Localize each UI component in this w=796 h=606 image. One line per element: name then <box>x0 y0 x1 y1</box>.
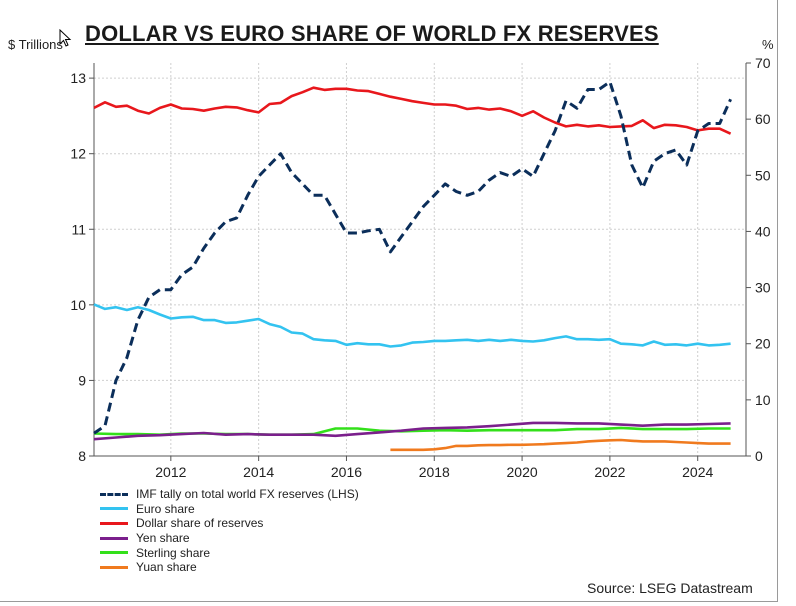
x-tick-label: 2020 <box>507 464 538 480</box>
left-tick-label: 9 <box>78 372 86 388</box>
legend-label-sterling: Sterling share <box>136 545 211 560</box>
legend-item-euro: Euro share <box>100 502 359 517</box>
legend-item-yuan: Yuan share <box>100 560 359 575</box>
left-tick-label: 8 <box>78 448 86 464</box>
x-tick-label: 2016 <box>331 464 362 480</box>
legend-item-yen: Yen share <box>100 531 359 546</box>
legend-label-dollar: Dollar share of reserves <box>136 516 264 531</box>
right-tick-label: 50 <box>755 167 771 183</box>
x-tick-label: 2024 <box>682 464 713 480</box>
chart-legend: IMF tally on total world FX reserves (LH… <box>100 487 359 575</box>
series-line-yen <box>93 421 731 441</box>
legend-label-yuan: Yuan share <box>136 560 197 575</box>
legend-label-yen: Yen share <box>136 531 190 546</box>
legend-swatch-euro <box>100 507 128 511</box>
legend-item-imf: IMF tally on total world FX reserves (LH… <box>100 487 359 502</box>
series-line-dollar <box>93 86 732 135</box>
series-line-euro <box>93 303 731 348</box>
legend-swatch-yuan <box>100 565 128 569</box>
x-tick-label: 2022 <box>594 464 625 480</box>
left-tick-label: 12 <box>70 146 86 162</box>
legend-label-euro: Euro share <box>136 501 195 516</box>
left-axis-unit: $ Trillions <box>8 37 63 52</box>
x-tick-label: 2012 <box>155 464 186 480</box>
legend-swatch-dollar <box>100 521 128 525</box>
legend-label-imf: IMF tally on total world FX reserves (LH… <box>136 487 359 502</box>
right-tick-label: 30 <box>755 280 771 296</box>
left-tick-label: 11 <box>71 221 86 237</box>
legend-swatch-sterling <box>100 551 128 555</box>
right-tick-label: 0 <box>755 448 763 464</box>
right-tick-label: 40 <box>755 223 771 239</box>
legend-item-sterling: Sterling share <box>100 545 359 560</box>
source-note: Source: LSEG Datastream <box>587 580 753 596</box>
right-tick-label: 70 <box>755 55 771 71</box>
left-tick-label: 10 <box>70 297 86 313</box>
x-tick-label: 2014 <box>243 464 274 480</box>
x-tick-label: 2018 <box>419 464 450 480</box>
chart-title: DOLLAR VS EURO SHARE OF WORLD FX RESERVE… <box>85 21 659 46</box>
right-tick-label: 60 <box>755 111 771 127</box>
right-axis-unit: % <box>762 37 774 52</box>
right-tick-label: 20 <box>755 336 771 352</box>
chart-frame <box>0 0 778 602</box>
legend-item-dollar: Dollar share of reserves <box>100 516 359 531</box>
series-line-yuan <box>390 438 731 452</box>
mouse-cursor-icon <box>59 29 72 47</box>
left-tick-label: 13 <box>70 70 86 86</box>
legend-swatch-yen <box>100 536 128 540</box>
right-tick-label: 10 <box>755 392 771 408</box>
legend-swatch-imf <box>100 492 128 496</box>
